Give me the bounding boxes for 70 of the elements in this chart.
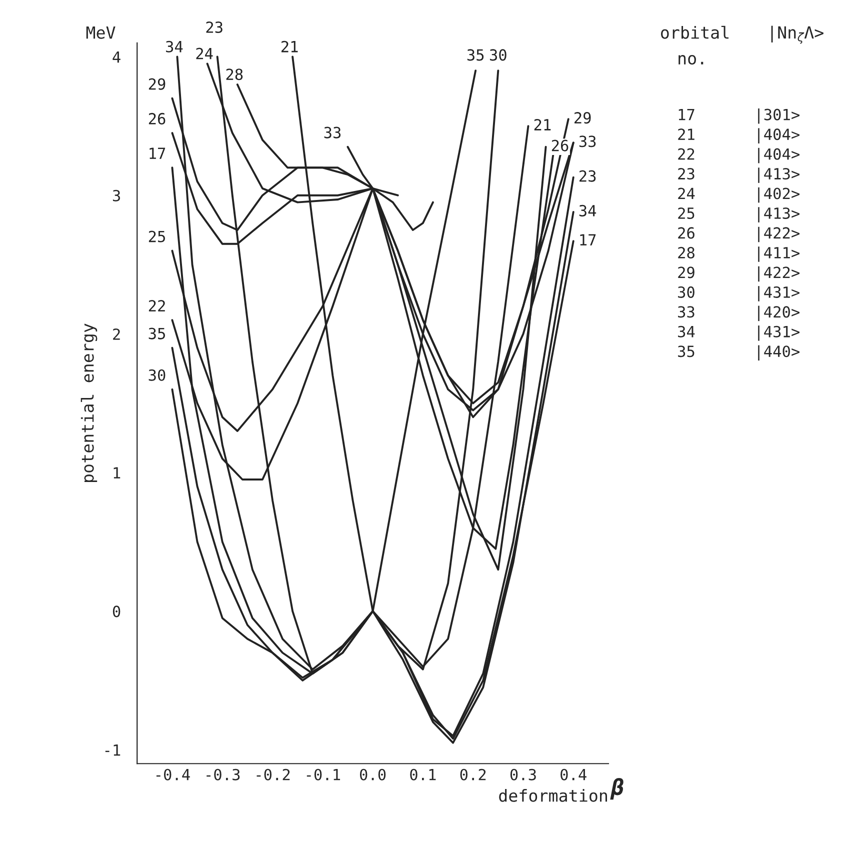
text: |431>: [758, 326, 800, 341]
text: |420>: [758, 306, 800, 322]
text: 23: [206, 21, 222, 34]
x-tick-label: 0.1: [410, 768, 436, 780]
text: 24: [678, 188, 695, 200]
text: |404>: [758, 148, 800, 164]
series-label: 33: [579, 136, 596, 148]
annotation: 34: [166, 40, 183, 52]
text: |404>: [758, 128, 800, 144]
series-label: 26: [552, 140, 568, 152]
series-label: 35: [148, 328, 165, 340]
text: no.: [678, 55, 704, 65]
text: |431>: [758, 286, 800, 302]
series-label: 22: [148, 300, 165, 312]
y-tick-label: 4: [112, 51, 120, 63]
annotation: 17: [150, 148, 166, 159]
text: |440>: [758, 345, 800, 361]
text: 28: [678, 246, 694, 258]
x-tick-label: -0.1: [306, 768, 340, 780]
text: |413>: [758, 168, 800, 183]
text: |301>: [758, 108, 800, 124]
annotation: 35: [467, 49, 484, 61]
annotation: 21: [281, 40, 298, 52]
text: |411>: [758, 246, 800, 262]
annotation: 30: [490, 49, 506, 61]
text: 35: [678, 346, 694, 358]
y-axis-title: potential energy: [80, 324, 98, 482]
series-label: 21: [534, 118, 551, 130]
x-tick-label: -0.3: [206, 768, 240, 780]
y-tick-label: 2: [113, 328, 120, 340]
text: 34: [678, 326, 695, 338]
text: β: [610, 778, 624, 800]
x-tick-label: 0.4: [560, 768, 586, 780]
series-label: 34: [579, 204, 596, 216]
series-label: 29: [574, 112, 591, 124]
y-tick-label: -1: [105, 744, 120, 756]
text: 29: [678, 266, 694, 278]
series-label: 24: [196, 48, 213, 60]
text: 22: [678, 148, 694, 160]
text: 21: [678, 128, 694, 140]
x-tick-label: 0.3: [510, 768, 536, 780]
series-label: 28: [226, 68, 243, 80]
y-tick-label: 3: [112, 190, 120, 202]
text: |413>: [758, 207, 800, 222]
series-label: 25: [148, 230, 165, 242]
text: 25: [678, 207, 694, 220]
text: 17: [678, 108, 694, 120]
series-label: 23: [580, 170, 596, 182]
text: orbital: [661, 26, 729, 39]
annotation: 29: [148, 78, 166, 90]
x-tick-label: -0.4: [156, 768, 190, 780]
text: MeV: [86, 26, 116, 39]
y-tick-label: 0: [112, 606, 120, 618]
text: 30: [678, 286, 694, 298]
x-tick-label: 0.0: [360, 768, 386, 780]
y-tick-label: 1: [114, 467, 120, 478]
series-label: 17: [580, 234, 596, 246]
x-tick-label: 0.2: [460, 768, 486, 780]
annotation: 33: [324, 126, 341, 138]
series-label: 30: [148, 369, 166, 381]
x-axis-title: deformation: [499, 788, 607, 802]
text: 26: [678, 227, 694, 239]
text: |422>: [758, 226, 800, 242]
text: |422>: [758, 266, 800, 282]
text: |402>: [758, 187, 800, 203]
x-tick-label: -0.2: [256, 768, 290, 780]
text: |Nn$_{ζ}$Λ>: [771, 26, 824, 44]
text: 23: [678, 168, 694, 180]
text: 33: [678, 306, 694, 318]
annotation: 26: [148, 112, 166, 124]
